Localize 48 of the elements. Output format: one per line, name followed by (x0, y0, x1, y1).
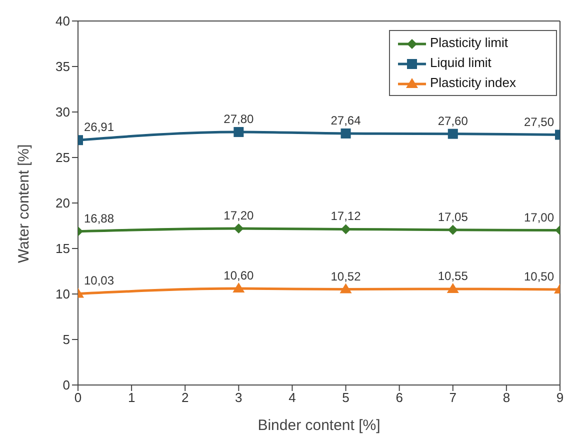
point (232, 282, 245, 293)
y-tick-label: 25 (56, 150, 70, 166)
data-label: 27,80 (224, 112, 254, 126)
y-tick-label: 15 (56, 241, 70, 256)
x-tick-label: 2 (181, 390, 189, 406)
x-tick-label: 3 (235, 390, 242, 406)
x-tick-label: 6 (396, 390, 403, 406)
data-label: 26,91 (84, 120, 114, 134)
data-label: 17,20 (224, 208, 254, 222)
y-tick-label: 0 (62, 378, 70, 393)
y-tick-label: 35 (56, 59, 70, 74)
x-tick-label: 1 (128, 390, 136, 406)
point (448, 224, 458, 235)
x-axis-title: Binder content [%] (258, 417, 380, 434)
x-tick-label: 8 (502, 390, 510, 406)
point (340, 224, 351, 234)
x-tick-label: 7 (449, 390, 457, 406)
y-axis-title: Water content [%] (15, 144, 32, 263)
data-label: 16,88 (84, 211, 114, 226)
data-label: 10,03 (84, 274, 114, 288)
y-tick-label: 20 (56, 196, 70, 211)
y-tick-label: 40 (56, 14, 70, 29)
data-label: 10,55 (438, 268, 468, 283)
data-label: 17,00 (524, 210, 554, 224)
point (446, 282, 459, 293)
data-label: 17,12 (330, 209, 362, 224)
y-tick-label: 30 (56, 104, 70, 120)
data-label: 27,60 (438, 114, 468, 128)
x-tick-label: 0 (74, 390, 82, 406)
data-label: 27,50 (524, 114, 554, 129)
legend-label: Plasticity index (429, 74, 517, 92)
point (234, 223, 244, 234)
y-tick-label: 5 (62, 332, 70, 348)
data-label: 17,05 (438, 210, 468, 224)
legend-label: Liquid limit (429, 54, 492, 72)
y-tick-label: 10 (56, 286, 70, 302)
x-tick-label: 5 (342, 390, 350, 406)
point (340, 128, 351, 138)
data-label: 10,52 (330, 269, 362, 284)
x-tick-label: 4 (288, 390, 296, 406)
x-tick-label: 9 (556, 390, 564, 406)
point (340, 283, 352, 294)
legend-label: Plasticity limit (429, 34, 510, 52)
data-label: 10,50 (524, 269, 554, 284)
point (448, 128, 458, 139)
point (234, 127, 244, 138)
data-label: 27,64 (330, 113, 362, 128)
data-label: 10,60 (224, 268, 254, 283)
